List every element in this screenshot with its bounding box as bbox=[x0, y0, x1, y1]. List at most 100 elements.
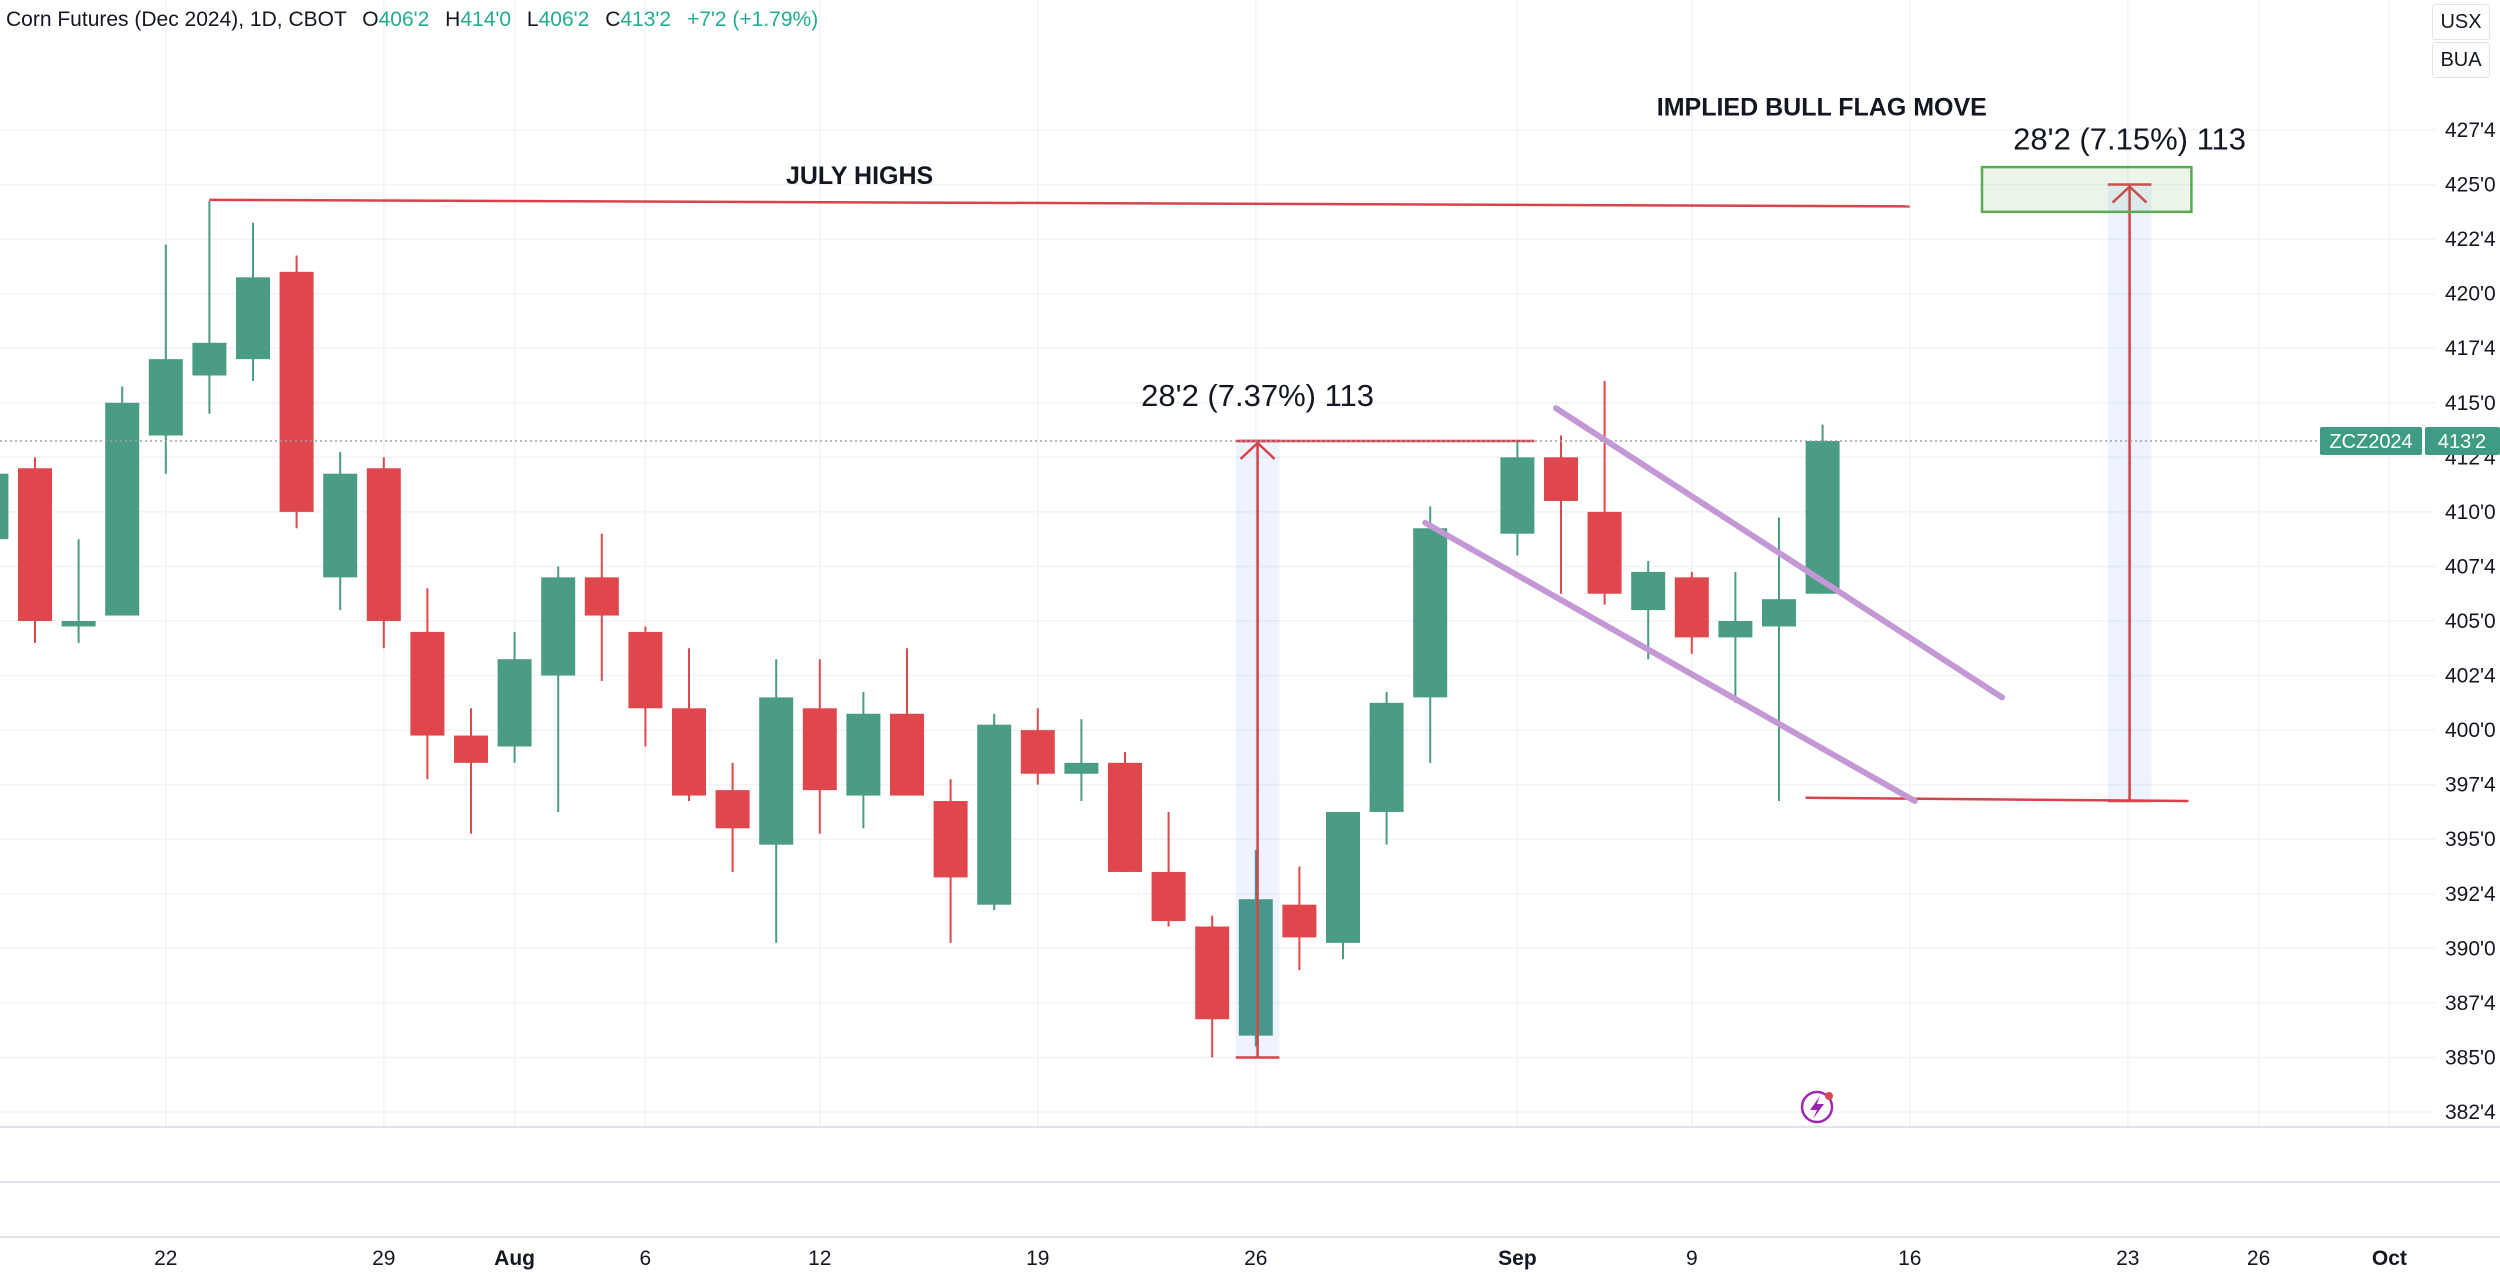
price-tick-label: 382'4 bbox=[2445, 1101, 2496, 1124]
candle-body bbox=[1020, 730, 1055, 774]
price-tick-label: 407'4 bbox=[2445, 555, 2496, 578]
candle-body bbox=[846, 713, 881, 796]
label-july-highs: JULY HIGHS bbox=[786, 162, 933, 190]
time-tick-label: 26 bbox=[2247, 1247, 2270, 1270]
candle-body bbox=[1762, 599, 1796, 627]
candle bbox=[672, 648, 706, 802]
lightning-ring bbox=[1800, 1090, 1834, 1124]
candle bbox=[846, 691, 881, 829]
candle bbox=[366, 457, 401, 649]
time-tick-label: 9 bbox=[1686, 1247, 1698, 1270]
price-tick-label: 402'4 bbox=[2445, 665, 2496, 688]
candle bbox=[541, 566, 576, 812]
candle bbox=[1631, 560, 1666, 660]
candle bbox=[410, 588, 445, 780]
candle-body bbox=[759, 697, 794, 845]
candle bbox=[1282, 866, 1317, 971]
drawings: JULY HIGHS IMPLIED BULL FLAG MOVE 28'2 (7.… bbox=[209, 93, 2246, 1059]
price-tick-label: 392'4 bbox=[2445, 883, 2496, 906]
price-tick-label: 400'0 bbox=[2445, 719, 2496, 742]
legend-close: 413'2 bbox=[620, 8, 672, 31]
candle bbox=[1195, 915, 1230, 1058]
candle-body bbox=[410, 631, 445, 736]
price-tick-label: 417'4 bbox=[2445, 337, 2496, 360]
candle-body bbox=[1195, 926, 1230, 1020]
horizontal-line bbox=[209, 198, 1910, 208]
candle bbox=[890, 648, 924, 796]
time-tick-label: 29 bbox=[372, 1247, 395, 1270]
candle bbox=[628, 626, 663, 747]
time-tick-label: 22 bbox=[154, 1247, 177, 1270]
candle-body bbox=[105, 402, 140, 616]
price-tag bbox=[2425, 426, 2500, 455]
candle bbox=[1762, 517, 1796, 802]
candle bbox=[715, 762, 750, 872]
candle-body bbox=[1544, 457, 1578, 501]
price-tick-label: 410'0 bbox=[2445, 501, 2496, 524]
candle bbox=[497, 631, 532, 763]
candle-body bbox=[61, 621, 96, 627]
candle bbox=[1587, 380, 1622, 605]
candle bbox=[977, 713, 1012, 911]
legend-low-label: L bbox=[526, 8, 539, 31]
time-tick-label: 6 bbox=[640, 1247, 652, 1270]
lightning-bolt bbox=[1810, 1096, 1824, 1119]
legend-close-label: C bbox=[605, 8, 621, 31]
candle-body bbox=[279, 271, 314, 512]
candle bbox=[1064, 719, 1099, 802]
measure-label: 28'2 (7.15%) 113 bbox=[2013, 122, 2246, 157]
target-box bbox=[1980, 165, 2193, 214]
time-tick-label: 19 bbox=[1026, 1247, 1049, 1270]
candle bbox=[18, 457, 52, 643]
candle-body bbox=[802, 708, 837, 791]
unit-button[interactable]: BUA bbox=[2432, 42, 2490, 78]
lightning-icon[interactable] bbox=[1800, 1090, 1834, 1124]
candle bbox=[323, 451, 358, 611]
time-tick-label: 23 bbox=[2116, 1247, 2139, 1270]
candle bbox=[236, 222, 270, 381]
price-axis[interactable]: 427'4425'0422'4420'0417'4415'0412'4410'0… bbox=[2445, 119, 2496, 1124]
candle bbox=[802, 659, 837, 834]
price-tag-label: 413'2 bbox=[2438, 431, 2486, 453]
candle-body bbox=[541, 577, 576, 676]
price-tick-label: 385'0 bbox=[2445, 1046, 2496, 1069]
candle bbox=[148, 244, 183, 474]
candle-body bbox=[1369, 702, 1404, 812]
candle bbox=[0, 473, 9, 540]
horizontal-line bbox=[1805, 796, 2189, 803]
trend-line bbox=[1422, 519, 1918, 805]
candle-body bbox=[1718, 621, 1753, 638]
currency-button[interactable]: USX bbox=[2432, 4, 2490, 40]
candle-body bbox=[454, 735, 488, 763]
candle-body bbox=[1282, 904, 1317, 938]
candle bbox=[61, 539, 96, 643]
time-tick-label: 12 bbox=[808, 1247, 831, 1270]
candle-body bbox=[628, 631, 663, 709]
symbol-tag-label: ZCZ2024 bbox=[2329, 431, 2412, 453]
candle bbox=[1500, 440, 1535, 556]
legend-open: 406'2 bbox=[378, 8, 430, 31]
legend-open-label: O bbox=[362, 8, 379, 31]
legend-low: 406'2 bbox=[538, 8, 590, 31]
legend-title: Corn Futures (Dec 2024), 1D, CBOT bbox=[6, 8, 347, 31]
time-axis[interactable]: 22 29 Aug 6 12 19 26 Sep 9 16 23 26 Oct bbox=[154, 1247, 2407, 1270]
grid bbox=[0, 0, 2500, 1238]
candle-body bbox=[672, 708, 706, 796]
candle bbox=[584, 533, 619, 682]
candle-body bbox=[0, 473, 9, 540]
candle-body bbox=[1326, 811, 1360, 943]
candle-body bbox=[584, 577, 619, 616]
candle bbox=[1413, 506, 1448, 763]
candle-body bbox=[497, 659, 532, 747]
price-tick-label: 425'0 bbox=[2445, 174, 2496, 197]
extras: ZCZ2024 413'2 bbox=[0, 426, 2500, 1124]
candle-body bbox=[18, 468, 52, 621]
candles bbox=[0, 200, 1840, 1058]
candle bbox=[1108, 751, 1142, 872]
price-tick-label: 420'0 bbox=[2445, 283, 2496, 306]
candle-body bbox=[977, 724, 1012, 905]
candle bbox=[1674, 571, 1709, 654]
measure-label: 28'2 (7.37%) 113 bbox=[1141, 378, 1374, 413]
candle bbox=[454, 708, 488, 834]
